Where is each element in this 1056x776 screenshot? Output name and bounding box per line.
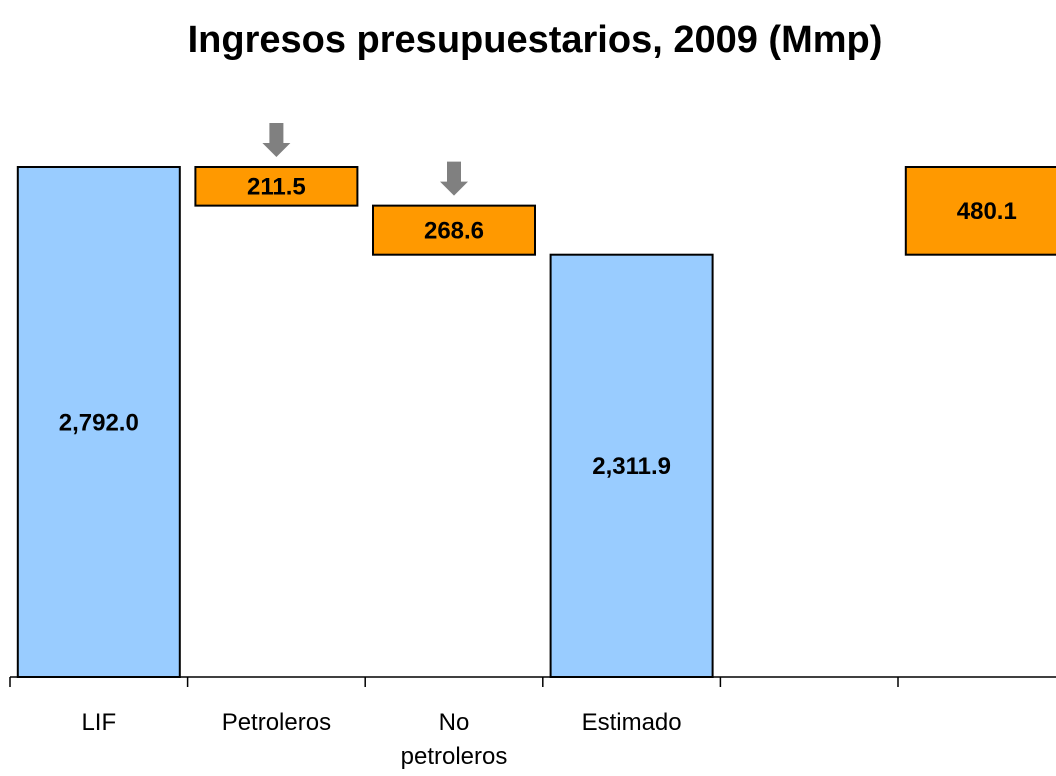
bar (549, 253, 714, 678)
value-label: 2,311.9 (592, 453, 671, 480)
value-label: 480.1 (957, 198, 1017, 225)
x-tick-label: No petroleros (400, 709, 508, 770)
bar (904, 166, 1056, 256)
value-label: 268.6 (424, 218, 484, 245)
bar (194, 166, 359, 207)
x-tick-label: Estimado (581, 709, 682, 736)
bar (372, 204, 536, 256)
x-tick-label: Petroleros (221, 709, 332, 736)
chart-title: Ingresos presupuestarios, 2009 (Mmp) (187, 19, 883, 61)
arrow (440, 161, 468, 196)
bar (16, 166, 181, 678)
value-label: 2,792.0 (59, 409, 139, 436)
x-tick-label: LIF (81, 709, 117, 736)
arrow (262, 123, 291, 157)
value-label: 211.5 (247, 174, 306, 201)
